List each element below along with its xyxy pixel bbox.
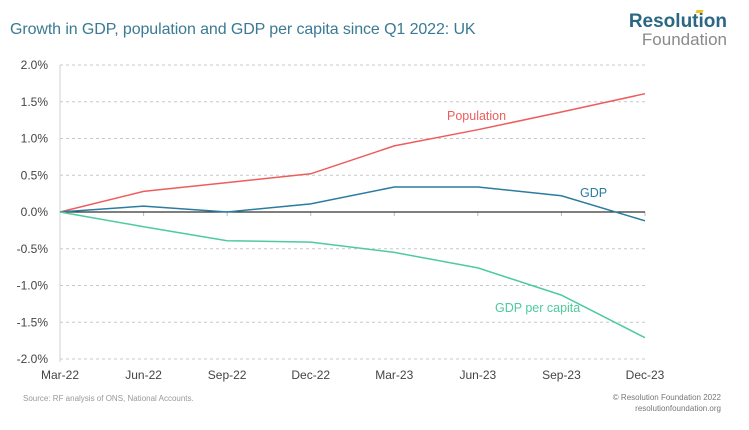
x-axis-ticks: Mar-22 Jun-22 Sep-22 Dec-22 Mar-23 Jun-23 Sep-… xyxy=(41,212,665,382)
x-tick-label: Jun-23 xyxy=(460,368,497,382)
y-tick-label: -2.0% xyxy=(17,352,49,366)
series-lines xyxy=(59,92,646,339)
y-tick-label: -1.0% xyxy=(17,279,49,293)
gdp-per-capita-label: GDP per capita xyxy=(495,301,580,315)
gdp-line xyxy=(59,186,646,222)
population-line xyxy=(59,92,646,213)
population-label: Population xyxy=(447,109,506,123)
logo-main-word: Resolution xyxy=(628,11,727,32)
y-tick-label: 0.0% xyxy=(21,205,49,219)
y-tick-label: 1.0% xyxy=(21,132,49,146)
copyright-block: © Resolution Foundation 2022 resolutionf… xyxy=(613,392,721,414)
copyright-text: © Resolution Foundation 2022 xyxy=(612,393,721,402)
x-tick-label: Mar-23 xyxy=(375,368,413,382)
y-axis-ticks: 2.0% 1.5% 1.0% 0.5% 0.0% -0.5% -1.0% -1.5% -2.0% xyxy=(17,58,49,366)
y-tick-label: 0.5% xyxy=(21,168,49,182)
chart-title: Growth in GDP, population and GDP per ca… xyxy=(10,21,476,38)
x-tick-label: Sep-23 xyxy=(542,368,581,382)
y-tick-label: 1.5% xyxy=(21,95,49,109)
source-note: Source: RF analysis of ONS, National Acc… xyxy=(23,394,194,403)
grid-lines xyxy=(60,64,645,360)
website-text: resolutionfoundation.org xyxy=(635,404,721,413)
logo-sub-text: Foundation xyxy=(641,30,727,49)
logo-main-text: Resolution xyxy=(628,10,727,32)
x-tick-label: Dec-22 xyxy=(291,368,330,382)
y-tick-label: -0.5% xyxy=(17,242,49,256)
y-tick-label: 2.0% xyxy=(21,58,49,72)
x-tick-label: Sep-22 xyxy=(208,368,247,382)
gdp-per-capita-line xyxy=(59,211,646,339)
x-tick-label: Jun-22 xyxy=(125,368,162,382)
gdp-label: GDP xyxy=(580,186,607,200)
series-labels: Population GDP GDP per capita xyxy=(447,109,607,315)
x-tick-label: Mar-22 xyxy=(41,368,79,382)
x-tick-label: Dec-23 xyxy=(626,368,665,382)
y-tick-label: -1.5% xyxy=(17,315,49,329)
resolution-foundation-logo: Resolution Foundation xyxy=(628,10,727,49)
